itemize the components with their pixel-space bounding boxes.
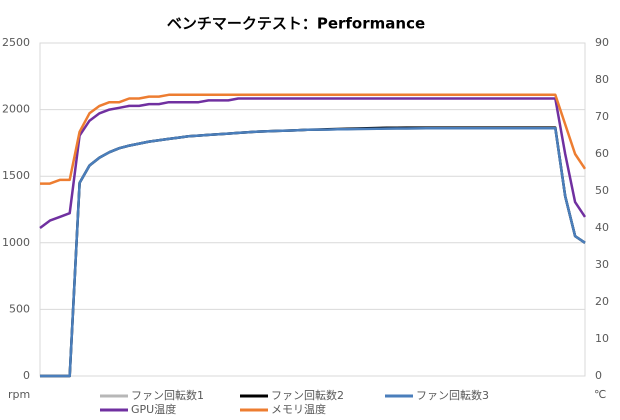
legend-label: ファン回転数1 (131, 389, 204, 402)
y2-tick-label: 60 (595, 147, 609, 160)
y-tick-label: 0 (23, 369, 30, 382)
y2-axis-label: ℃ (594, 388, 606, 401)
y2-tick-label: 30 (595, 258, 609, 271)
y2-tick-label: 70 (595, 110, 609, 123)
y-axis-label: rpm (8, 388, 30, 401)
y2-tick-label: 40 (595, 221, 609, 234)
legend-label: メモリ温度 (271, 402, 326, 416)
y-tick-label: 1000 (2, 236, 30, 249)
series-line (40, 126, 586, 378)
legend-label: GPU温度 (131, 402, 176, 416)
y-tick-label: 2500 (2, 36, 30, 49)
y2-tick-label: 20 (595, 295, 609, 308)
y-tick-label: 2000 (2, 103, 30, 116)
y-tick-label: 1500 (2, 169, 30, 182)
series-line (40, 126, 586, 378)
legend-label: ファン回転数2 (271, 389, 344, 402)
plot-border (39, 42, 586, 377)
legend-label: ファン回転数3 (416, 389, 489, 402)
y-tick-label: 500 (9, 302, 30, 315)
y2-tick-label: 0 (595, 369, 602, 382)
y2-tick-label: 80 (595, 73, 609, 86)
series-line (39, 97, 587, 230)
y2-tick-label: 50 (595, 184, 609, 197)
y2-tick-label: 90 (595, 36, 609, 49)
chart-title: ベンチマークテスト：Performance (167, 15, 425, 33)
y2-tick-label: 10 (595, 332, 609, 345)
series-line (40, 93, 587, 185)
series-line (40, 126, 586, 378)
